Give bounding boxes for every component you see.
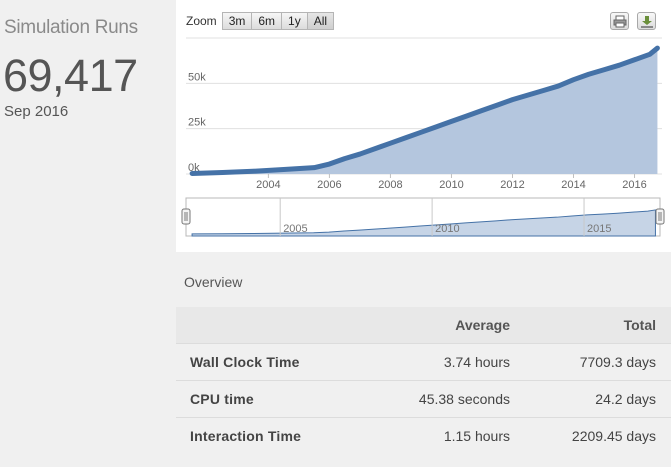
zoom-all-button[interactable]: All [307, 12, 335, 30]
x-tick-label: 2006 [317, 179, 341, 191]
navigator-handle-left[interactable] [181, 208, 191, 225]
navigator-tick-label: 2005 [283, 223, 307, 235]
print-button[interactable] [610, 12, 629, 30]
column-header-total: Total [623, 317, 656, 333]
x-tick-label: 2010 [439, 179, 463, 191]
x-tick-label: 2016 [622, 179, 646, 191]
zoom-6m-button[interactable]: 6m [252, 12, 283, 30]
row-average: 45.38 seconds [418, 391, 510, 407]
row-label: Wall Clock Time [190, 354, 300, 370]
metric-panel: Simulation Runs 69,417 Sep 2016 [0, 0, 176, 467]
table-row: Wall Clock Time 3.74 hours 7709.3 days [176, 343, 671, 380]
zoom-3m-button[interactable]: 3m [221, 12, 253, 30]
row-label: Interaction Time [190, 428, 302, 444]
x-tick-label: 2008 [378, 179, 402, 191]
navigator-handle-right[interactable] [655, 208, 665, 225]
table-row: CPU time 45.38 seconds 24.2 days [176, 380, 671, 417]
overview-section: Overview [176, 252, 671, 467]
series-line [189, 45, 660, 176]
x-tick-label: 2012 [500, 179, 524, 191]
y-tick-label: 50k [188, 71, 206, 83]
x-tick-label: 2014 [561, 179, 585, 191]
row-average: 1.15 hours [443, 428, 510, 444]
column-header-average: Average [455, 317, 510, 333]
zoom-1y-button[interactable]: 1y [282, 12, 308, 30]
zoom-label: Zoom [186, 14, 217, 28]
metric-date: Sep 2016 [4, 103, 69, 120]
y-tick-label: 25k [188, 117, 206, 129]
overview-title: Overview [184, 274, 243, 290]
download-icon [641, 16, 653, 28]
row-total: 2209.45 days [571, 428, 656, 444]
print-icon [613, 15, 627, 28]
navigator-tick-label: 2010 [435, 223, 459, 235]
zoom-controls: Zoom 3m 6m 1y All [186, 12, 335, 30]
metric-title: Simulation Runs [4, 17, 138, 38]
x-tick-label: 2004 [256, 179, 280, 191]
chart-container: 0k 25k 50k 2004 2006 2008 2010 2012 2014 2016 2005… [176, 0, 671, 252]
row-average: 3.74 hours [443, 354, 510, 370]
row-total: 24.2 days [595, 391, 656, 407]
table-row: Interaction Time 1.15 hours 2209.45 days [176, 417, 671, 454]
navigator-series [191, 209, 656, 237]
overview-table: Average Total Wall Clock Time 3.74 hours… [176, 307, 671, 454]
row-label: CPU time [190, 391, 254, 407]
area-fill [192, 48, 658, 174]
table-header: Average Total [176, 307, 671, 343]
download-button[interactable] [637, 12, 656, 30]
navigator-tick-label: 2015 [587, 223, 611, 235]
row-total: 7709.3 days [579, 354, 656, 370]
metric-value: 69,417 [3, 50, 138, 101]
